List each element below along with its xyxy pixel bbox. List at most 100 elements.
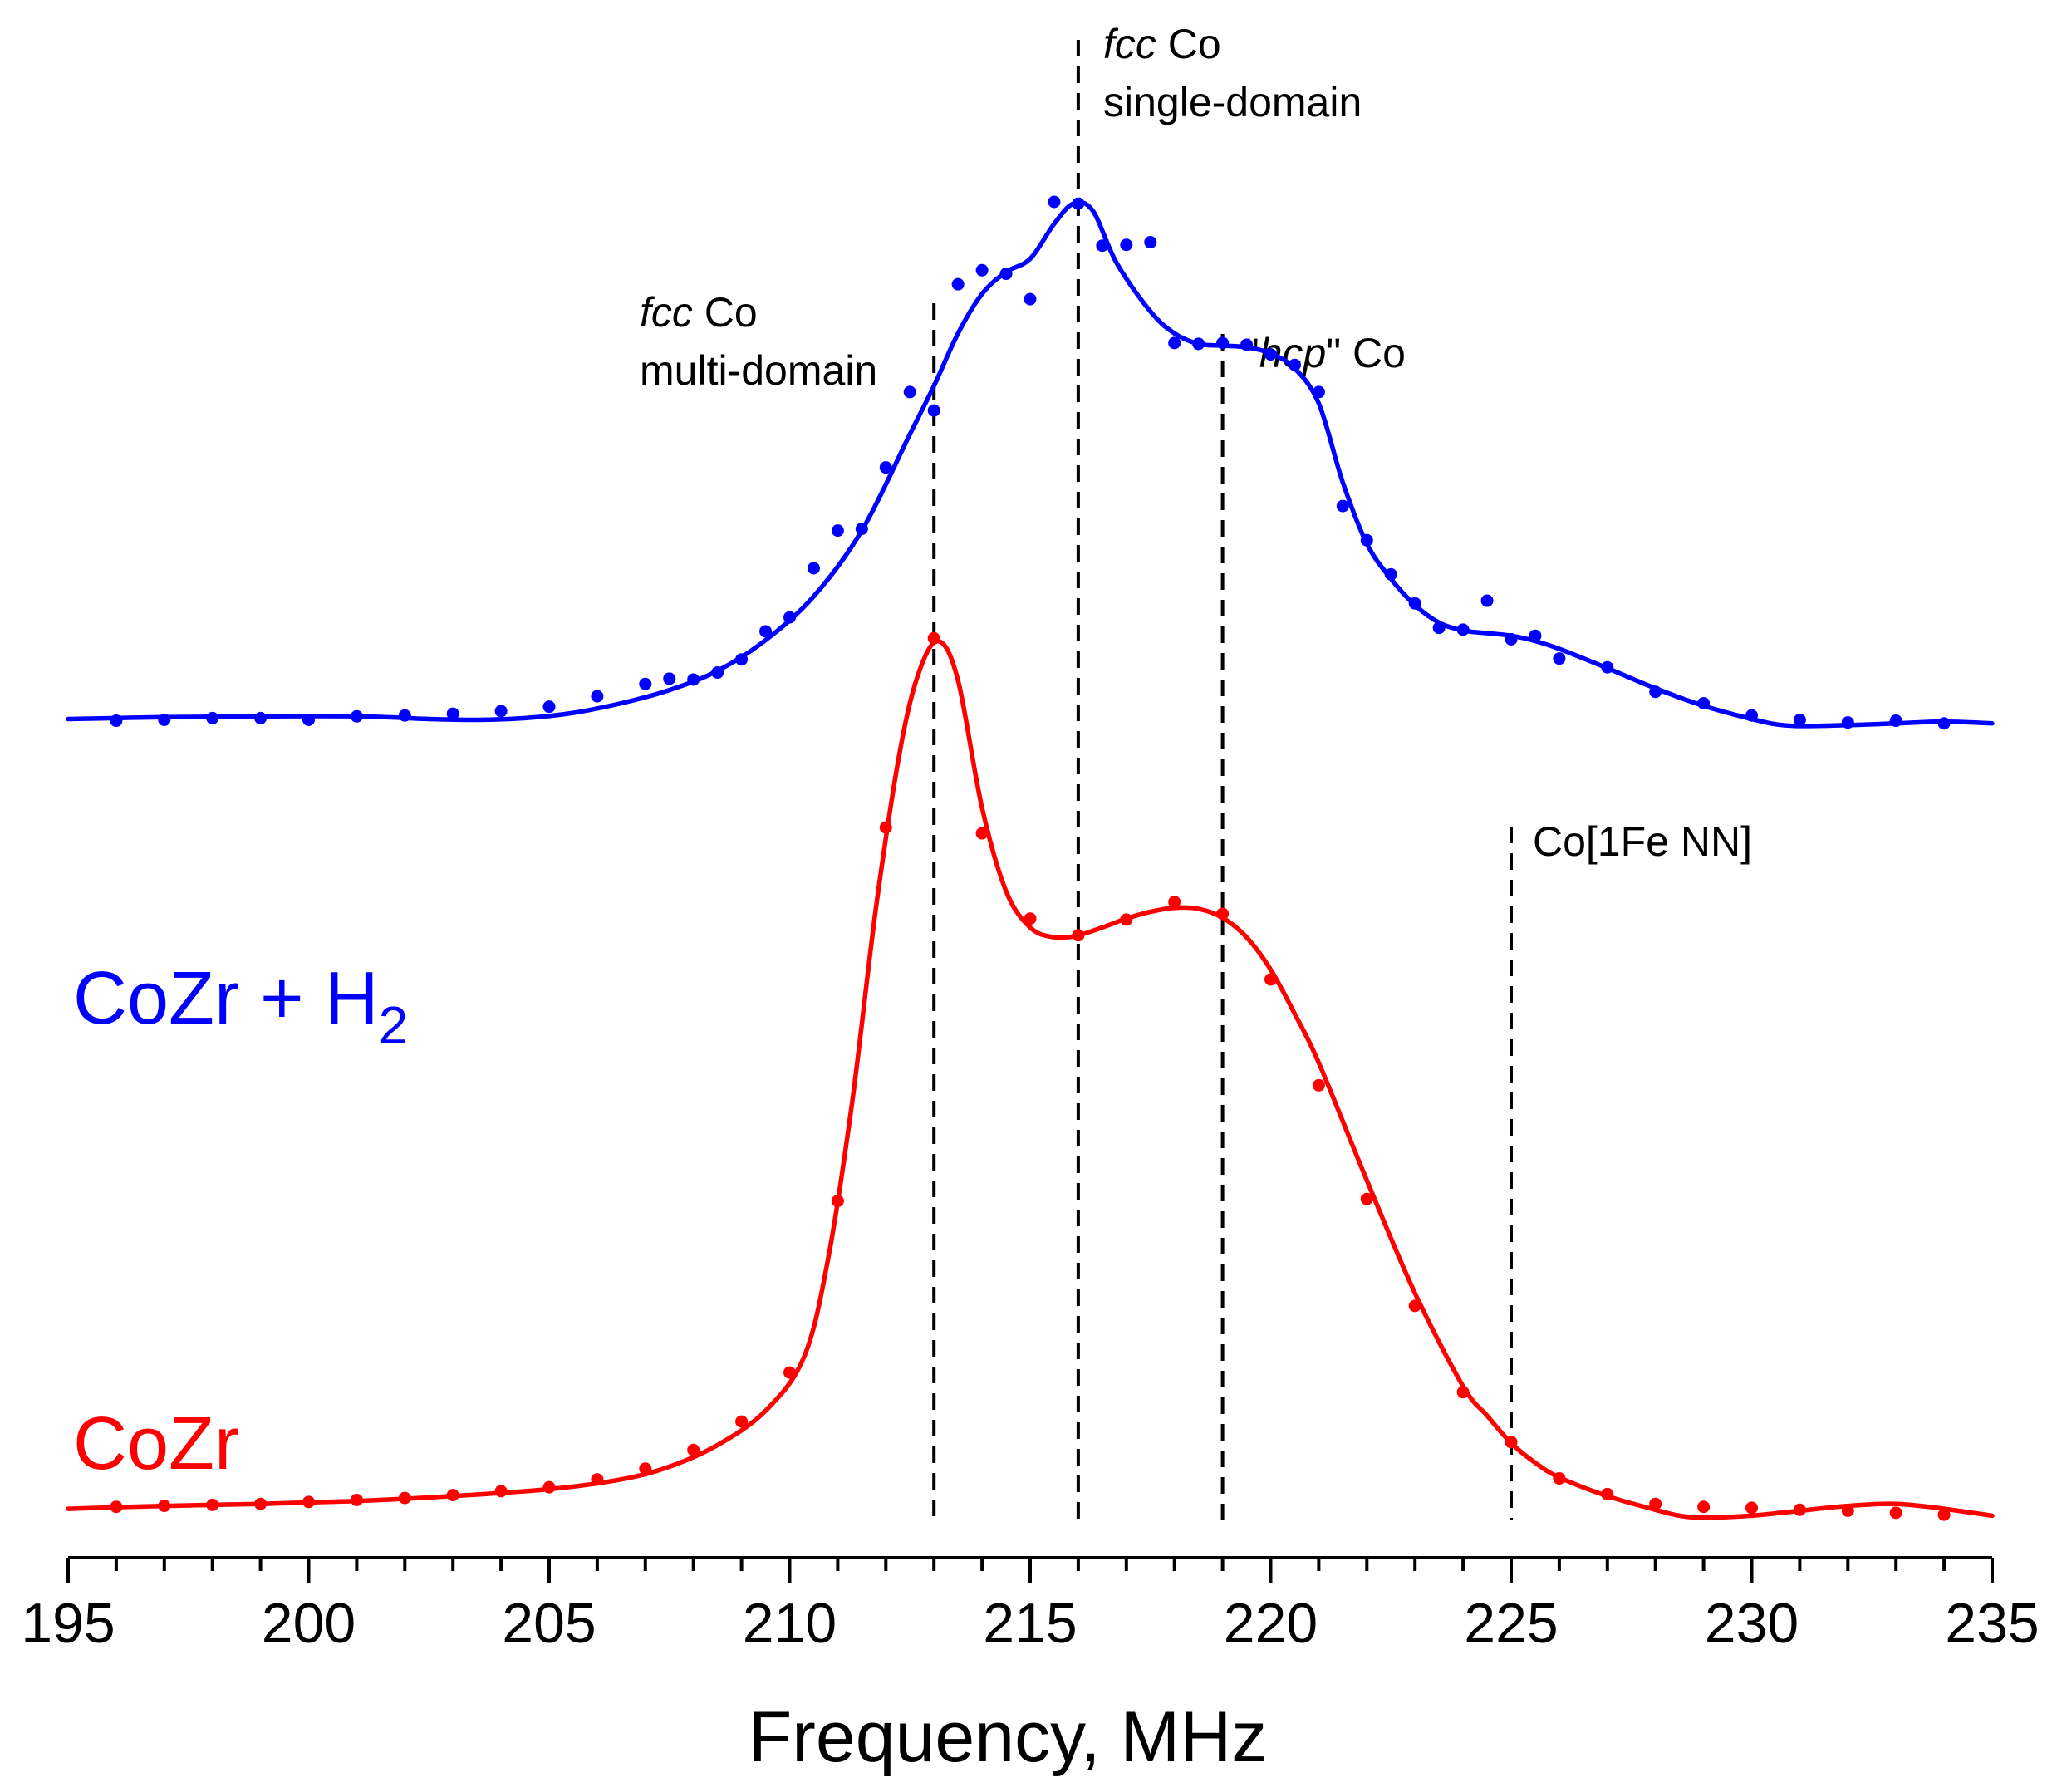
data-point-cozr <box>1505 1436 1518 1449</box>
data-point-cozr-h2 <box>1096 239 1109 253</box>
data-point-cozr-h2 <box>1745 709 1758 722</box>
data-point-cozr <box>1072 929 1085 942</box>
data-point-cozr-h2 <box>350 709 363 723</box>
data-point-cozr-h2 <box>1192 337 1205 351</box>
data-point-cozr-h2 <box>1889 714 1902 728</box>
series-label-cozr-h2: CoZr + H2 <box>73 957 408 1055</box>
data-point-cozr-h2 <box>1841 716 1854 729</box>
data-point-cozr-h2 <box>1120 238 1133 252</box>
data-point-cozr-h2 <box>446 707 459 720</box>
data-point-cozr <box>398 1491 411 1505</box>
data-point-cozr-h2 <box>206 711 219 724</box>
data-point-cozr <box>879 821 892 834</box>
data-point-cozr-h2 <box>1168 336 1181 350</box>
data-point-cozr-h2 <box>1408 597 1421 610</box>
x-tick-label: 220 <box>1224 1592 1318 1655</box>
data-point-cozr-h2 <box>591 690 604 703</box>
x-axis-title: Frequency, MHz <box>749 1697 1267 1777</box>
x-tick-label: 215 <box>983 1592 1077 1655</box>
data-point-cozr <box>1889 1506 1902 1520</box>
data-point-cozr-h2 <box>542 700 556 714</box>
data-point-cozr <box>1216 907 1230 921</box>
data-point-cozr <box>831 1195 844 1208</box>
data-point-cozr <box>158 1500 171 1513</box>
data-point-cozr <box>735 1415 749 1428</box>
data-point-cozr-h2 <box>1529 629 1542 642</box>
data-point-cozr-h2 <box>1072 197 1085 210</box>
data-point-cozr <box>1120 913 1133 926</box>
data-point-cozr-h2 <box>639 677 652 690</box>
x-axis: 195 200 205 210 215 220 225 230 235 <box>21 1556 2040 1655</box>
data-point-cozr <box>494 1485 508 1498</box>
data-point-cozr-h2 <box>735 653 749 666</box>
data-point-cozr-h2 <box>951 277 965 291</box>
data-point-cozr-h2 <box>254 711 268 724</box>
data-point-cozr <box>1264 973 1277 986</box>
x-tick-label: 225 <box>1464 1592 1558 1655</box>
x-tick-label: 200 <box>262 1592 356 1655</box>
data-point-cozr-h2 <box>1649 685 1662 699</box>
data-point-cozr-h2 <box>398 709 411 722</box>
data-point-cozr-h2 <box>663 672 676 685</box>
data-point-cozr <box>542 1480 556 1494</box>
data-point-cozr-h2 <box>879 461 892 474</box>
data-point-cozr-h2 <box>302 714 315 727</box>
annotation-fcc-single-domain: fcc Co <box>1103 21 1221 67</box>
data-point-cozr <box>110 1500 123 1514</box>
fit-line-cozr-h2 <box>66 199 1995 729</box>
data-point-cozr-h2 <box>1793 714 1806 727</box>
data-point-cozr <box>1697 1500 1711 1514</box>
annotation-fcc-single-domain-line2: single-domain <box>1103 79 1362 125</box>
data-point-cozr-h2 <box>1553 652 1566 665</box>
x-tick-label: 235 <box>1945 1592 2039 1655</box>
series <box>66 195 1995 1521</box>
data-point-cozr-h2 <box>1336 499 1349 513</box>
data-point-cozr <box>975 827 989 840</box>
data-point-cozr-h2 <box>999 268 1013 281</box>
data-point-cozr-h2 <box>855 523 868 536</box>
data-point-cozr-h2 <box>687 673 700 686</box>
data-point-cozr-h2 <box>494 705 508 718</box>
data-point-cozr-h2 <box>1264 348 1277 361</box>
annotation-fcc-multi-domain-line2: multi-domain <box>640 347 877 394</box>
data-point-cozr-h2 <box>807 562 820 575</box>
data-point-cozr-h2 <box>783 611 796 624</box>
data-point-cozr-h2 <box>158 714 171 727</box>
data-point-cozr <box>1937 1508 1951 1521</box>
data-point-cozr-h2 <box>1360 533 1373 547</box>
x-tick-label: 210 <box>743 1592 837 1655</box>
data-point-cozr-h2 <box>1240 338 1254 351</box>
data-point-cozr <box>1456 1386 1470 1399</box>
data-point-cozr <box>783 1366 796 1379</box>
data-point-cozr <box>1360 1192 1373 1205</box>
data-point-cozr-h2 <box>1384 567 1397 581</box>
data-point-cozr <box>1745 1501 1758 1515</box>
x-tick-label: 205 <box>502 1592 596 1655</box>
data-point-cozr-h2 <box>1312 385 1325 399</box>
data-point-cozr-h2 <box>831 524 844 538</box>
x-tick-label: 195 <box>21 1592 115 1655</box>
data-point-cozr <box>1168 896 1181 909</box>
data-point-cozr-h2 <box>1216 336 1230 350</box>
data-point-cozr-h2 <box>1480 594 1494 607</box>
data-point-cozr-h2 <box>1937 717 1951 730</box>
data-point-cozr <box>302 1495 315 1509</box>
annotations: fcc Co multi-domain fcc Co single-domain… <box>640 21 1752 865</box>
data-point-cozr-h2 <box>759 625 773 638</box>
data-point-cozr <box>1601 1487 1614 1500</box>
data-point-cozr <box>591 1473 604 1486</box>
data-point-cozr-h2 <box>1144 236 1157 249</box>
annotation-co-1fe-nn: Co[1Fe NN] <box>1533 818 1752 865</box>
data-point-cozr <box>350 1493 363 1506</box>
data-point-cozr <box>687 1443 700 1456</box>
data-point-cozr-h2 <box>711 666 724 680</box>
data-point-cozr-h2 <box>1601 660 1614 674</box>
data-point-cozr <box>1408 1299 1421 1313</box>
data-point-cozr <box>446 1489 459 1502</box>
data-point-cozr <box>206 1498 219 1511</box>
data-point-cozr <box>1024 912 1037 925</box>
data-point-cozr-h2 <box>1456 623 1470 636</box>
fit-line-cozr <box>66 639 1995 1520</box>
data-point-cozr <box>1553 1472 1566 1485</box>
